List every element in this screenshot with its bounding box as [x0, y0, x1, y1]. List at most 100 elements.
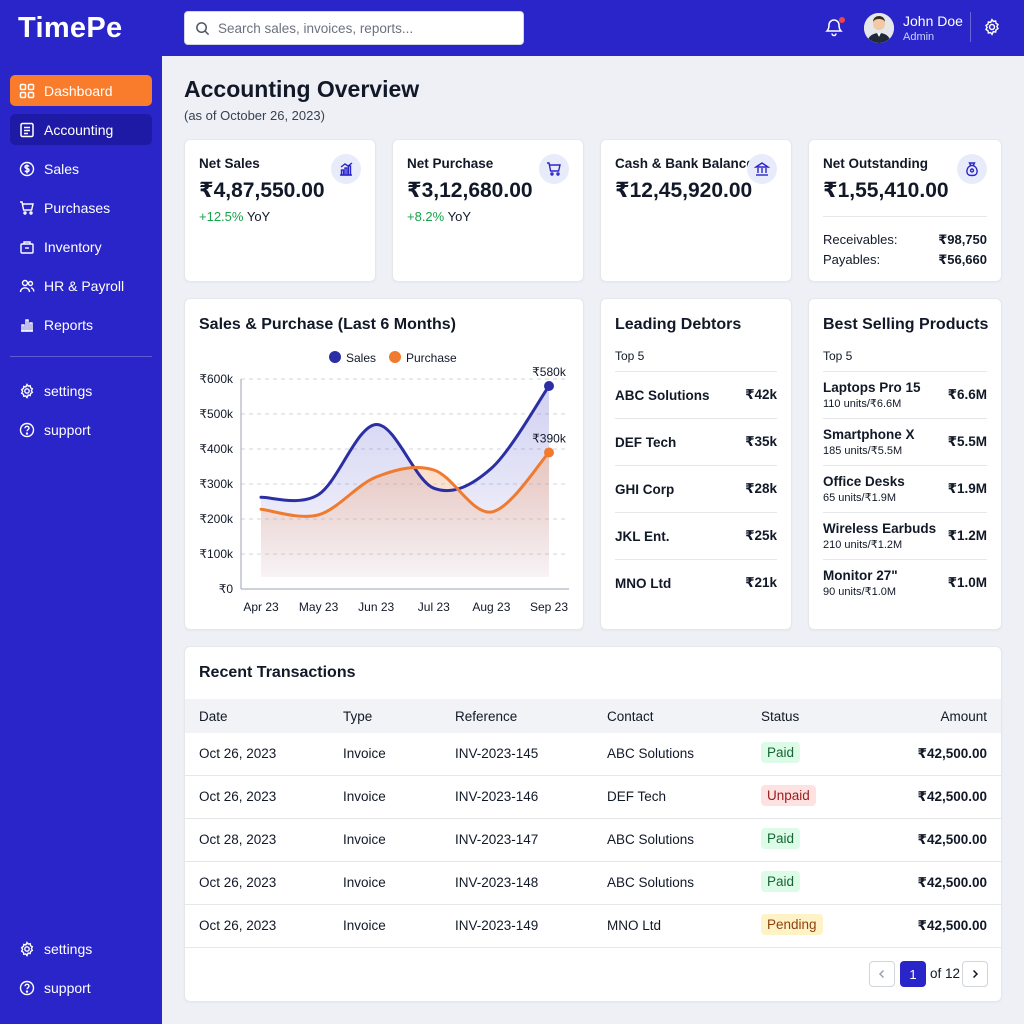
table-row[interactable]: Oct 28, 2023 Invoice INV-2023-147 ABC So…	[185, 819, 1001, 862]
list-item[interactable]: GHI Corp ₹28k	[615, 465, 777, 512]
product-units: 110 units/₹6.6M	[823, 398, 902, 410]
stat-title: Net Purchase	[407, 156, 494, 171]
column-header-reference[interactable]: Reference	[455, 709, 518, 724]
sidebar-item-label: Purchases	[44, 199, 111, 216]
cell-reference[interactable]: INV-2023-145	[455, 746, 539, 761]
users-icon	[18, 277, 36, 295]
sidebar-item-settings-bottom[interactable]: settings	[10, 933, 152, 964]
sidebar-item-label: Dashboard	[44, 82, 113, 99]
legend-marker	[389, 351, 401, 363]
stat-value: ₹1,55,410.00	[823, 179, 949, 202]
prev-page-button[interactable]	[869, 961, 895, 987]
x-tick-label: Jul 23	[418, 600, 450, 614]
status-badge: Paid	[761, 828, 801, 849]
next-page-button[interactable]	[962, 961, 988, 987]
sidebar-item-purchases[interactable]: Purchases	[10, 192, 152, 223]
search-input[interactable]	[218, 20, 508, 36]
cell-reference[interactable]: INV-2023-146	[455, 789, 539, 804]
money-bag-icon	[957, 154, 987, 184]
data-point-sales	[544, 381, 554, 391]
table-row[interactable]: Oct 26, 2023 Invoice INV-2023-149 MNO Lt…	[185, 905, 1001, 948]
list-item[interactable]: Monitor 27" 90 units/₹1.0M ₹1.0M	[823, 559, 987, 606]
search-box[interactable]	[184, 11, 524, 45]
column-header-date[interactable]: Date	[199, 709, 228, 724]
debtor-name: MNO Ltd	[615, 575, 672, 591]
list-item[interactable]: Wireless Earbuds 210 units/₹1.2M ₹1.2M	[823, 512, 987, 559]
sidebar-item-hr-payroll[interactable]: HR & Payroll	[10, 270, 152, 301]
column-header-status[interactable]: Status	[761, 709, 800, 724]
net-outstanding-card: Net Outstanding ₹1,55,410.00 Receivables…	[808, 139, 1002, 282]
sidebar-item-label: settings	[44, 382, 93, 399]
cell-reference[interactable]: INV-2023-148	[455, 875, 539, 890]
y-tick-label: ₹600k	[199, 372, 234, 386]
y-tick-label: ₹200k	[199, 512, 234, 526]
avatar[interactable]	[864, 13, 894, 43]
app-logo[interactable]: TimePe	[18, 12, 123, 44]
product-name: Office Desks	[823, 474, 905, 489]
sidebar-item-label: settings	[44, 940, 93, 957]
debtor-amount: ₹35k	[745, 434, 777, 449]
stat-title: Net Outstanding	[823, 156, 928, 171]
sidebar-item-reports[interactable]: Reports	[10, 309, 152, 340]
stat-delta: +8.2% YoY	[407, 209, 471, 224]
table-row[interactable]: Oct 26, 2023 Invoice INV-2023-145 ABC So…	[185, 733, 1001, 776]
sidebar-item-label: support	[44, 421, 91, 438]
cell-reference[interactable]: INV-2023-147	[455, 832, 539, 847]
table-row[interactable]: Oct 26, 2023 Invoice INV-2023-146 DEF Te…	[185, 776, 1001, 819]
series-area-purchase	[261, 452, 549, 577]
product-name: Smartphone X	[823, 427, 915, 442]
list-item[interactable]: Laptops Pro 15 110 units/₹6.6M ₹6.6M	[823, 371, 987, 418]
status-badge: Unpaid	[761, 785, 816, 806]
product-name: Wireless Earbuds	[823, 521, 937, 536]
list-item[interactable]: MNO Ltd ₹21k	[615, 559, 777, 606]
document-icon	[18, 121, 36, 139]
list-item[interactable]: Smartphone X 185 units/₹5.5M ₹5.5M	[823, 418, 987, 465]
product-value: ₹6.6M	[947, 387, 987, 402]
column-header-contact[interactable]: Contact	[607, 709, 654, 724]
sidebar-item-support-bottom[interactable]: support	[10, 972, 152, 1003]
cell-contact: MNO Ltd	[607, 918, 662, 933]
sidebar-item-accounting[interactable]: Accounting	[10, 114, 152, 145]
list-item[interactable]: ABC Solutions ₹42k	[615, 371, 777, 418]
debtor-amount: ₹42k	[745, 387, 777, 402]
sidebar-item-dashboard[interactable]: Dashboard	[10, 75, 152, 106]
recent-transactions-card: Recent Transactions Date Type Reference …	[184, 646, 1002, 1002]
net-purchase-card: Net Purchase ₹3,12,680.00 +8.2% YoY	[392, 139, 584, 282]
column-header-type[interactable]: Type	[343, 709, 373, 724]
debtor-amount: ₹28k	[745, 481, 777, 496]
list-item[interactable]: Office Desks 65 units/₹1.9M ₹1.9M	[823, 465, 987, 512]
sidebar-item-support[interactable]: support	[10, 414, 152, 445]
stat-value: ₹12,45,920.00	[615, 179, 753, 202]
sidebar-item-label: Reports	[44, 316, 94, 333]
cell-amount: ₹42,500.00	[917, 789, 987, 804]
cell-type: Invoice	[343, 875, 386, 890]
cell-date: Oct 28, 2023	[199, 832, 277, 847]
notifications-button[interactable]	[824, 17, 846, 39]
legend-label: Sales	[346, 351, 376, 365]
cell-contact: DEF Tech	[607, 789, 667, 804]
column-header-amount[interactable]: Amount	[940, 709, 987, 724]
user-name[interactable]: John Doe	[903, 13, 963, 29]
current-page-button[interactable]: 1	[900, 961, 926, 987]
debtors-title: Leading Debtors	[615, 316, 742, 333]
sidebar-item-settings[interactable]: settings	[10, 375, 152, 406]
legend-marker	[329, 351, 341, 363]
list-item[interactable]: DEF Tech ₹35k	[615, 418, 777, 465]
settings-button[interactable]	[983, 18, 1003, 38]
stat-title: Cash & Bank Balance	[615, 156, 754, 171]
y-tick-label: ₹400k	[199, 442, 234, 456]
sidebar-item-sales[interactable]: Sales	[10, 153, 152, 184]
debtor-name: ABC Solutions	[615, 387, 710, 403]
status-badge: Paid	[761, 742, 801, 763]
dollar-circle-icon	[18, 160, 36, 178]
sidebar-item-inventory[interactable]: Inventory	[10, 231, 152, 262]
list-item[interactable]: JKL Ent. ₹25k	[615, 512, 777, 559]
stat-value: ₹4,87,550.00	[199, 179, 325, 202]
x-tick-label: Apr 23	[243, 600, 279, 614]
grid-icon	[18, 82, 36, 100]
table-row[interactable]: Oct 26, 2023 Invoice INV-2023-148 ABC So…	[185, 862, 1001, 905]
cell-reference[interactable]: INV-2023-149	[455, 918, 539, 933]
help-circle-icon	[18, 979, 36, 997]
cell-contact: ABC Solutions	[607, 832, 695, 847]
debtor-amount: ₹25k	[745, 528, 777, 543]
